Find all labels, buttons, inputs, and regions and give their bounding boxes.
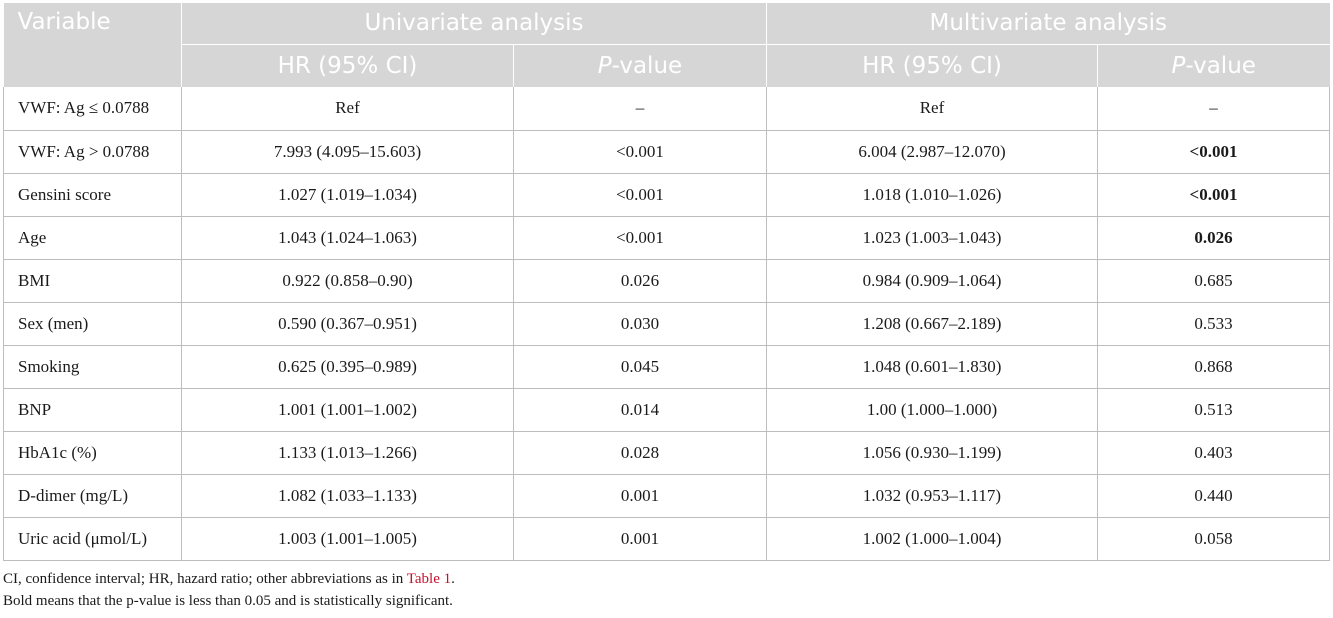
table-footnotes: CI, confidence interval; HR, hazard rati…	[3, 568, 455, 612]
multi-p-cell: 0.868	[1097, 345, 1330, 389]
uni-p-cell: 0.030	[513, 302, 767, 346]
variable-cell: Uric acid (μmol/L)	[3, 517, 182, 561]
table-row: Age 1.043 (1.024–1.063) <0.001 1.023 (1.003…	[3, 216, 1330, 260]
table-row: Uric acid (μmol/L) 1.003 (1.001–1.005) 0.0…	[3, 517, 1330, 561]
table-row: Gensini score 1.027 (1.019–1.034) <0.001 1.…	[3, 173, 1330, 217]
variable-cell: HbA1c (%)	[3, 431, 182, 475]
multi-hr-cell: 1.056 (0.930–1.199)	[766, 431, 1098, 475]
uni-p-cell: 0.001	[513, 517, 767, 561]
uni-p-cell: 0.026	[513, 259, 767, 303]
multi-p-cell: 0.058	[1097, 517, 1330, 561]
table-row: HbA1c (%) 1.133 (1.013–1.266) 0.028 1.056 (…	[3, 431, 1330, 475]
multi-p-cell: 0.685	[1097, 259, 1330, 303]
multi-p-cell: 0.026	[1097, 216, 1330, 260]
footnote-bold-meaning: Bold means that the p-value is less than…	[3, 593, 453, 609]
header-uni-p-italic: P	[597, 52, 612, 79]
uni-hr-cell: 1.003 (1.001–1.005)	[181, 517, 514, 561]
uni-p-cell: 0.001	[513, 474, 767, 518]
multi-hr-cell: 1.023 (1.003–1.043)	[766, 216, 1098, 260]
variable-cell: D-dimer (mg/L)	[3, 474, 182, 518]
uni-hr-cell: 1.001 (1.001–1.002)	[181, 388, 514, 432]
footnote-abbreviations: CI, confidence interval; HR, hazard rati…	[3, 568, 455, 590]
table-row: BMI 0.922 (0.858–0.90) 0.026 0.984 (0.909–1…	[3, 259, 1330, 303]
uni-hr-cell: 1.027 (1.019–1.034)	[181, 173, 514, 217]
table-row: BNP 1.001 (1.001–1.002) 0.014 1.00 (1.000–1…	[3, 388, 1330, 432]
table-row: VWF: Ag ≤ 0.0788 Ref – Ref –	[3, 87, 1330, 131]
table-row: Smoking 0.625 (0.395–0.989) 0.045 1.048 (0.…	[3, 345, 1330, 389]
header-multi-hr: HR (95% CI)	[766, 43, 1098, 87]
footnote-text: CI, confidence interval; HR, hazard rati…	[3, 571, 407, 587]
multi-hr-cell: 6.004 (2.987–12.070)	[766, 130, 1098, 174]
multi-p-cell: 0.440	[1097, 474, 1330, 518]
table-1-link[interactable]: Table 1	[406, 571, 452, 587]
uni-p-cell: –	[513, 87, 767, 131]
results-table: Variable Univariate analysis Multivariat…	[3, 3, 1330, 561]
multi-p-cell: 0.533	[1097, 302, 1330, 346]
multi-hr-cell: 0.984 (0.909–1.064)	[766, 259, 1098, 303]
uni-p-cell: 0.014	[513, 388, 767, 432]
multi-hr-cell: 1.018 (1.010–1.026)	[766, 173, 1098, 217]
multi-p-cell: 0.513	[1097, 388, 1330, 432]
header-variable: Variable	[3, 3, 182, 87]
variable-cell: BNP	[3, 388, 182, 432]
footnote-period: .	[451, 571, 455, 587]
header-multi-p-suffix: -value	[1185, 52, 1256, 79]
multi-p-cell: 0.403	[1097, 431, 1330, 475]
variable-cell: VWF: Ag > 0.0788	[3, 130, 182, 174]
table-row: D-dimer (mg/L) 1.082 (1.033–1.133) 0.001 1.…	[3, 474, 1330, 518]
uni-hr-cell: 1.043 (1.024–1.063)	[181, 216, 514, 260]
header-uni-p: P-value	[513, 43, 767, 87]
variable-cell: VWF: Ag ≤ 0.0788	[3, 87, 182, 131]
multi-hr-cell: 1.032 (0.953–1.117)	[766, 474, 1098, 518]
variable-cell: Age	[3, 216, 182, 260]
uni-hr-cell: 1.133 (1.013–1.266)	[181, 431, 514, 475]
uni-p-cell: <0.001	[513, 130, 767, 174]
uni-hr-cell: 1.082 (1.033–1.133)	[181, 474, 514, 518]
header-univariate: Univariate analysis	[181, 3, 767, 44]
variable-cell: Sex (men)	[3, 302, 182, 346]
uni-p-cell: <0.001	[513, 216, 767, 260]
multi-hr-cell: 1.00 (1.000–1.000)	[766, 388, 1098, 432]
header-multi-p: P-value	[1097, 43, 1330, 87]
header-multi-p-italic: P	[1171, 52, 1186, 79]
uni-hr-cell: 0.922 (0.858–0.90)	[181, 259, 514, 303]
table-body: VWF: Ag ≤ 0.0788 Ref – Ref – VWF: Ag > 0.0788…	[3, 87, 1330, 561]
multi-p-cell: –	[1097, 87, 1330, 131]
header-multivariate: Multivariate analysis	[766, 3, 1330, 44]
variable-cell: Smoking	[3, 345, 182, 389]
header-uni-p-suffix: -value	[611, 52, 683, 79]
table-header: Variable Univariate analysis Multivariat…	[3, 3, 1330, 87]
header-uni-hr: HR (95% CI)	[181, 43, 514, 87]
uni-p-cell: 0.045	[513, 345, 767, 389]
multi-p-cell: <0.001	[1097, 173, 1330, 217]
table-row: Sex (men) 0.590 (0.367–0.951) 0.030 1.208 (…	[3, 302, 1330, 346]
uni-hr-cell: 0.625 (0.395–0.989)	[181, 345, 514, 389]
table-row: VWF: Ag > 0.0788 7.993 (4.095–15.603) <0.0…	[3, 130, 1330, 174]
uni-p-cell: <0.001	[513, 173, 767, 217]
uni-hr-cell: 7.993 (4.095–15.603)	[181, 130, 514, 174]
uni-hr-cell: 0.590 (0.367–0.951)	[181, 302, 514, 346]
multi-p-cell: <0.001	[1097, 130, 1330, 174]
multi-hr-cell: Ref	[766, 87, 1098, 131]
multi-hr-cell: 1.048 (0.601–1.830)	[766, 345, 1098, 389]
uni-p-cell: 0.028	[513, 431, 767, 475]
variable-cell: Gensini score	[3, 173, 182, 217]
multi-hr-cell: 1.208 (0.667–2.189)	[766, 302, 1098, 346]
multi-hr-cell: 1.002 (1.000–1.004)	[766, 517, 1098, 561]
uni-hr-cell: Ref	[181, 87, 514, 131]
variable-cell: BMI	[3, 259, 182, 303]
